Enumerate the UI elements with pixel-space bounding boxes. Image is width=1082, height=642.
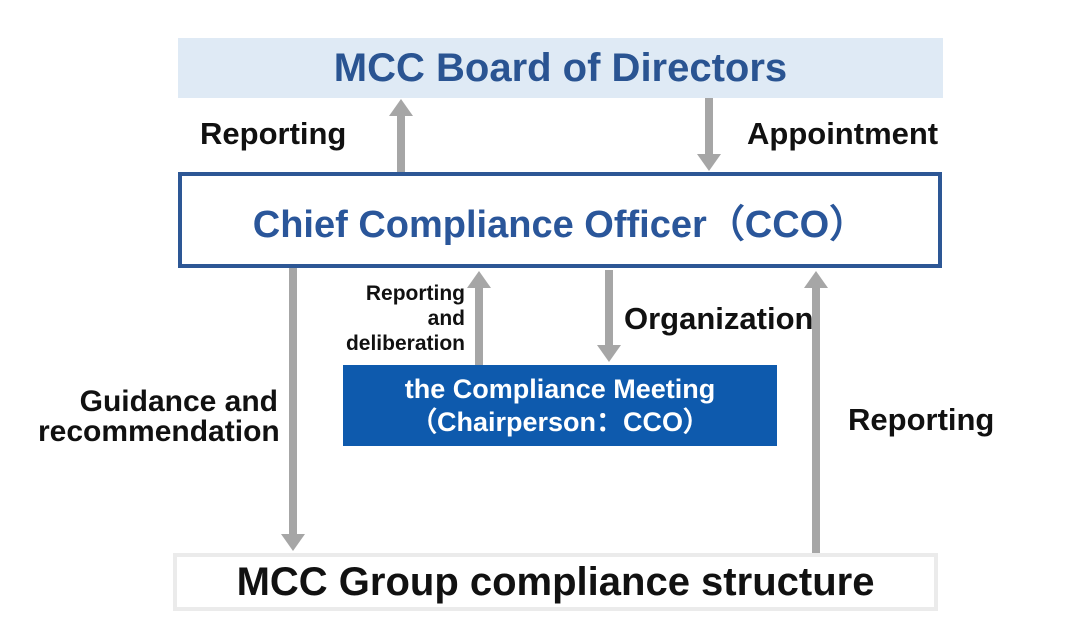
arrow-shaft: [475, 286, 483, 365]
compliance-meeting-label: the Compliance Meeting （Chairperson：CCO）: [404, 373, 716, 437]
reporting-and-deliberation-label: Reporting and deliberation: [345, 282, 465, 355]
group-compliance-structure-box: MCC Group compliance structure: [173, 553, 938, 611]
arrow-shaft: [812, 286, 820, 553]
board-of-directors-box: MCC Board of Directors: [178, 38, 943, 98]
arrow-shaft: [397, 114, 405, 172]
arrow-down-head: [597, 345, 621, 362]
arrow-up-head: [804, 271, 828, 288]
board-of-directors-label: MCC Board of Directors: [333, 45, 788, 90]
arrow-shaft: [289, 268, 297, 535]
organization-label: Organization: [624, 301, 814, 336]
arrow-up-head: [389, 99, 413, 116]
reporting-to-board-label: Reporting: [200, 116, 347, 151]
arrow-shaft: [605, 270, 613, 347]
arrow-shaft: [705, 98, 713, 156]
reporting-to-cco-label: Reporting: [848, 402, 995, 437]
group-compliance-structure-label: MCC Group compliance structure: [236, 559, 875, 604]
guidance-and-recommendation-label: Guidance and recommendation: [38, 385, 280, 448]
arrow-down-head: [697, 154, 721, 171]
chief-compliance-officer-box: Chief Compliance Officer（CCO）: [178, 172, 942, 268]
chief-compliance-officer-label: Chief Compliance Officer（CCO）: [252, 203, 868, 246]
compliance-meeting-box: the Compliance Meeting （Chairperson：CCO）: [343, 365, 777, 446]
arrow-down-head: [281, 534, 305, 551]
appointment-label: Appointment: [747, 116, 939, 151]
arrow-up-head: [467, 271, 491, 288]
